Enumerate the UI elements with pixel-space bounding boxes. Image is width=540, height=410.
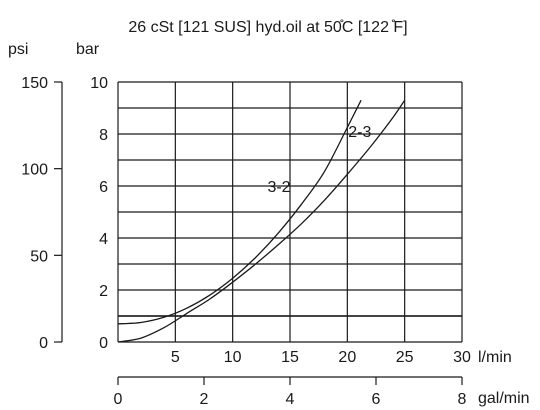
- lmin-tick-label: 20: [338, 349, 356, 366]
- lmin-tick-label: 25: [396, 349, 414, 366]
- tick-labels: 0 50 100 150 0 2 4 6 8 10 5 10 15 20 25 30 0 2 4 6 8: [21, 75, 471, 408]
- psi-tick-label: 0: [39, 335, 48, 352]
- chart-title: 26 cSt [121 SUS] hyd.oil at 50̊C [122 ̊F…: [128, 19, 407, 36]
- bar-tick-label: 6: [99, 179, 108, 196]
- lmin-tick-label: 5: [171, 349, 180, 366]
- lmin-tick-label: 10: [224, 349, 242, 366]
- psi-axis-unit: psi: [8, 41, 28, 58]
- curve-label-2-3: 2-3: [348, 124, 371, 141]
- grid: [117, 81, 463, 343]
- galmin-tick-label: 8: [458, 391, 467, 408]
- lmin-axis-unit: l/min: [478, 349, 512, 366]
- psi-tick-label: 50: [30, 248, 48, 265]
- galmin-tick-label: 0: [114, 391, 123, 408]
- galmin-tick-label: 6: [372, 391, 381, 408]
- bar-tick-label: 4: [99, 231, 108, 248]
- curve-label-3-2: 3-2: [267, 179, 290, 196]
- bar-tick-label: 2: [99, 283, 108, 300]
- lmin-tick-label: 30: [453, 349, 471, 366]
- galmin-axis-unit: gal/min: [478, 390, 530, 407]
- lmin-tick-label: 15: [281, 349, 299, 366]
- psi-tick-label: 150: [21, 75, 48, 92]
- psi-tick-label: 100: [21, 162, 48, 179]
- bar-tick-label: 0: [99, 335, 108, 352]
- curves: 3-2 2-3: [117, 99, 406, 343]
- galmin-tick-label: 4: [286, 391, 295, 408]
- bar-tick-label: 8: [99, 127, 108, 144]
- curve-3-2: [117, 99, 362, 325]
- bar-tick-label: 10: [90, 75, 108, 92]
- axes: [54, 81, 463, 385]
- curve-2-3: [117, 99, 406, 343]
- bar-axis-unit: bar: [76, 41, 100, 58]
- galmin-tick-label: 2: [200, 391, 209, 408]
